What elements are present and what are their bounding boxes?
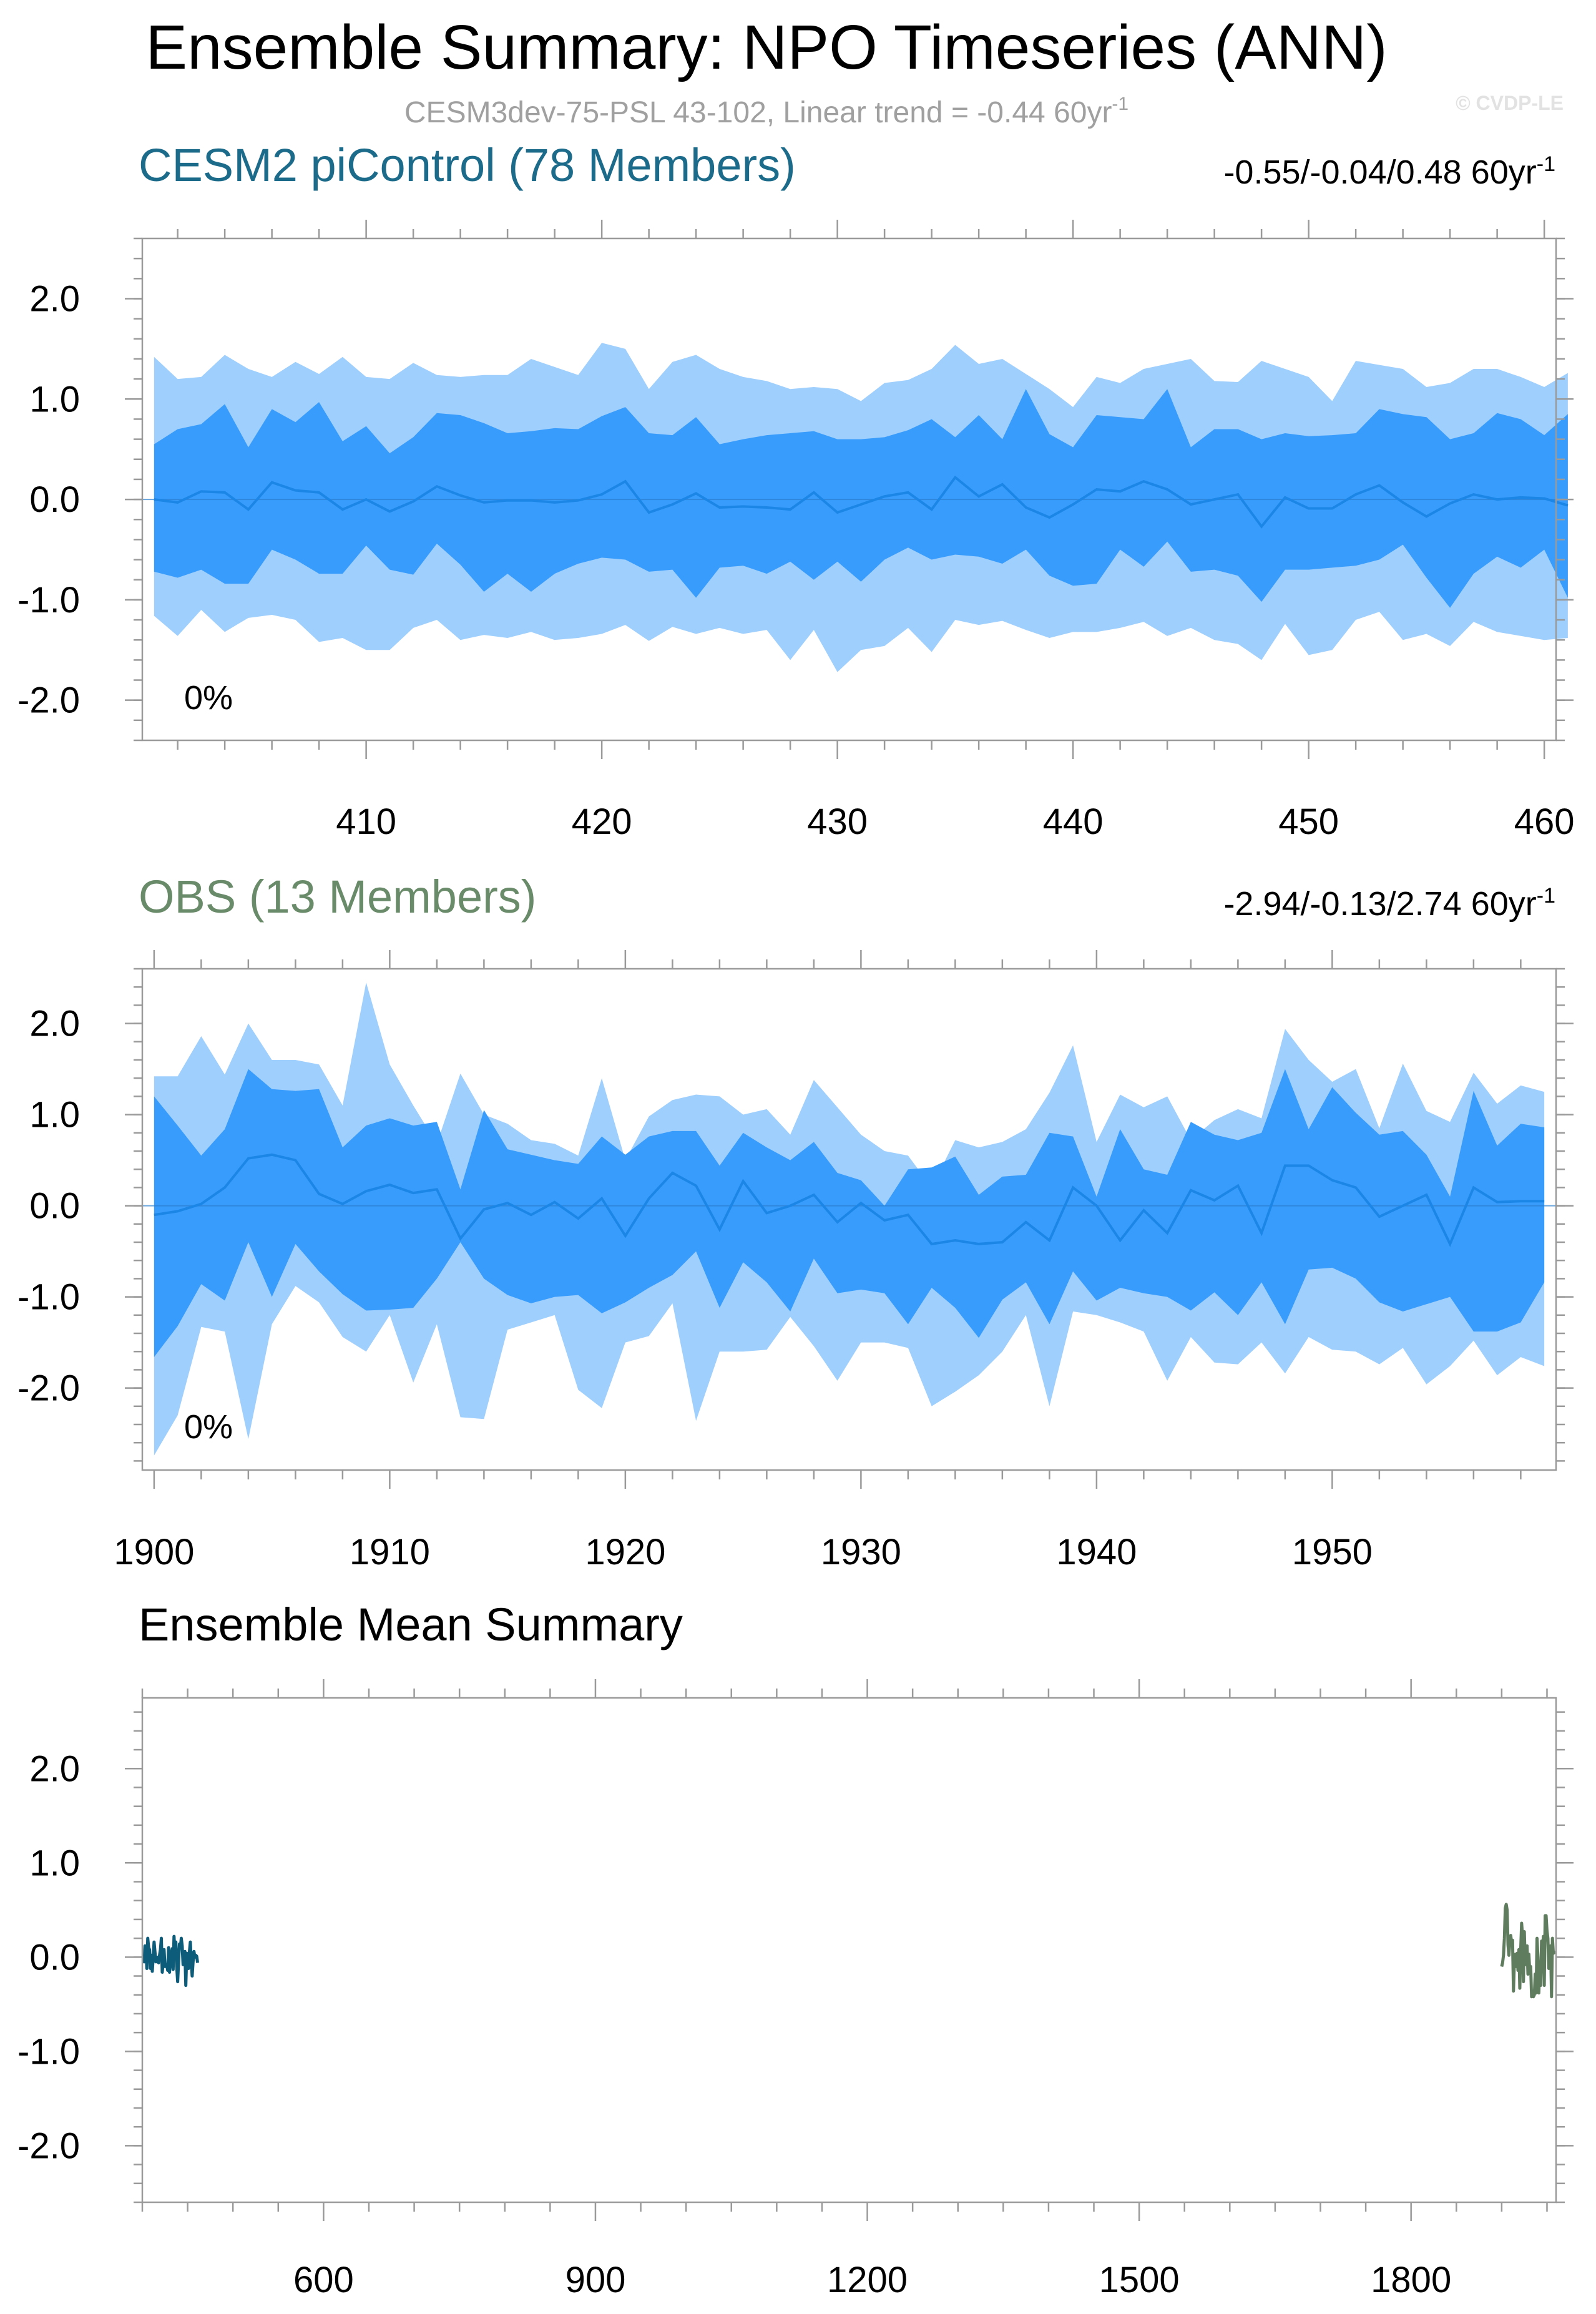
mean-x-tick-label: 1500	[1099, 2260, 1180, 2300]
mean-x-tick-label: 1800	[1371, 2260, 1451, 2300]
obs-y-tick-label: 1.0	[29, 1095, 80, 1135]
model-plot-frame	[141, 237, 1557, 742]
mean-plot-frame	[141, 1697, 1557, 2204]
model-x-tick-label: 440	[1043, 802, 1104, 842]
obs-panel-title: OBS (13 Members)	[139, 871, 536, 923]
obs-percent-label: 0%	[184, 1408, 233, 1446]
model-ensemble-panel: CESM2 piControl (78 Members) -0.55/-0.04…	[17, 139, 1574, 842]
figure-subtitle: CESM3dev-75-PSL 43-102, Linear trend = -…	[404, 94, 1128, 129]
obs-ensemble-mean-line	[154, 1153, 1545, 1247]
model-x-tick-label: 450	[1278, 802, 1339, 842]
obs-mean-series-line	[1500, 1903, 1556, 1999]
model-x-tick-label: 460	[1514, 802, 1575, 842]
model-x-tick-label: 410	[336, 802, 396, 842]
obs-x-tick-label: 1910	[350, 1532, 430, 1572]
mean-panel-title: Ensemble Mean Summary	[139, 1599, 683, 1650]
model-range-text: -0.55/-0.04/0.48 60yr-1	[1223, 152, 1555, 191]
mean-y-tick-label: 1.0	[29, 1843, 80, 1883]
obs-y-tick-label: -2.0	[17, 1368, 80, 1409]
figure-title: Ensemble Summary: NPO Timeseries (ANN)	[145, 12, 1387, 82]
model-y-tick-label: 0.0	[29, 479, 80, 520]
model-y-tick-label: 2.0	[29, 278, 80, 319]
obs-x-tick-label: 1920	[585, 1532, 665, 1572]
model-percent-label: 0%	[184, 679, 233, 717]
obs-y-tick-label: -1.0	[17, 1277, 80, 1318]
mean-x-tick-label: 600	[293, 2260, 354, 2300]
ensemble-mean-panel: Ensemble Mean Summary 2.0 1.0 0.0 -1.0 -2.0 6…	[17, 1599, 1574, 2300]
model-y-tick-label: 1.0	[29, 379, 80, 419]
mean-x-tick-label: 1200	[827, 2260, 908, 2300]
obs-x-tick-label: 1940	[1056, 1532, 1137, 1572]
model-inner-band-area	[154, 389, 1568, 608]
model-y-tick-label: -2.0	[17, 680, 80, 721]
obs-x-tick-label: 1950	[1292, 1532, 1373, 1572]
model-y-tick-label: -1.0	[17, 580, 80, 620]
watermark-text: © CVDP-LE	[1456, 92, 1564, 114]
obs-range-text: -2.94/-0.13/2.74 60yr-1	[1223, 884, 1555, 923]
mean-y-tick-label: 2.0	[29, 1748, 80, 1789]
mean-y-tick-label: -1.0	[17, 2031, 80, 2072]
mean-x-tick-label: 900	[565, 2260, 626, 2300]
obs-y-tick-label: 0.0	[29, 1186, 80, 1227]
model-panel-title: CESM2 piControl (78 Members)	[139, 139, 796, 191]
model-x-tick-label: 430	[807, 802, 868, 842]
obs-x-tick-label: 1930	[821, 1532, 901, 1572]
mean-y-tick-label: -2.0	[17, 2125, 80, 2166]
model-x-tick-label: 420	[572, 802, 632, 842]
model-ensemble-mean-line	[154, 475, 1569, 529]
obs-ensemble-panel: OBS (13 Members) -2.94/-0.13/2.74 60yr-1…	[17, 871, 1574, 1572]
obs-plot-frame	[141, 968, 1557, 1471]
obs-y-tick-label: 2.0	[29, 1004, 80, 1044]
model-mean-series-line	[141, 1934, 200, 1988]
obs-x-tick-label: 1900	[114, 1532, 194, 1572]
mean-y-tick-label: 0.0	[29, 1937, 80, 1978]
